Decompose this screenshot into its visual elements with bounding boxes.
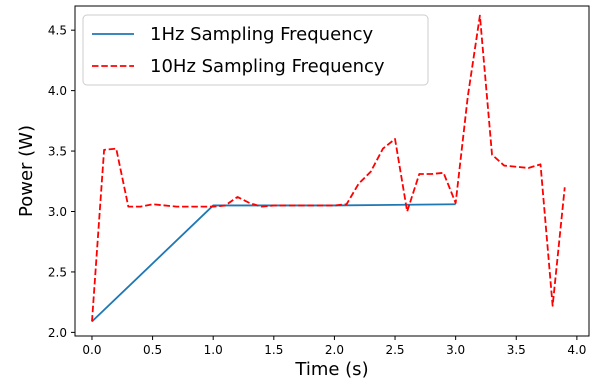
- x-tick-label: 2.5: [385, 343, 404, 357]
- x-axis-label: Time (s): [294, 359, 368, 380]
- y-axis-label: Power (W): [16, 125, 37, 217]
- x-tick-label: 2.0: [325, 343, 344, 357]
- x-tick-label: 3.0: [446, 343, 465, 357]
- legend: 1Hz Sampling Frequency 10Hz Sampling Fre…: [82, 14, 429, 86]
- y-tick-label: 2.0: [48, 326, 67, 340]
- plot-frame: [74, 5, 590, 337]
- y-axis-ticks: 2.0 2.5 3.0 3.5 4.0 4.5: [48, 24, 75, 340]
- series-line-10hz: [91, 14, 566, 322]
- legend-label-10hz: 10Hz Sampling Frequency: [150, 56, 385, 77]
- series-lines: [91, 14, 566, 323]
- x-tick-label: 4.0: [567, 343, 586, 357]
- y-tick-label: 4.5: [48, 24, 67, 38]
- series-line-1hz: [91, 203, 456, 323]
- y-tick-label: 3.0: [48, 205, 67, 219]
- legend-box: [82, 14, 429, 86]
- x-tick-label: 1.0: [204, 343, 223, 357]
- x-tick-label: 1.5: [264, 343, 283, 357]
- y-tick-label: 2.5: [48, 265, 67, 279]
- x-tick-label: 3.5: [507, 343, 526, 357]
- y-tick-label: 3.5: [48, 145, 67, 159]
- legend-label-1hz: 1Hz Sampling Frequency: [150, 24, 373, 45]
- x-tick-label: 0.0: [82, 343, 101, 357]
- y-tick-label: 4.0: [48, 84, 67, 98]
- x-axis-ticks: 0.0 0.5 1.0 1.5 2.0 2.5 3.0 3.5 4.0: [82, 336, 586, 357]
- x-tick-label: 0.5: [143, 343, 162, 357]
